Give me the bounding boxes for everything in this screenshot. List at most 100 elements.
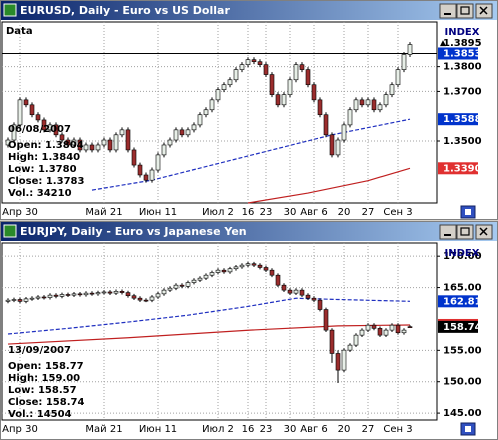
price-arrow (440, 40, 446, 47)
x-tick-label: Апр 30 (2, 424, 38, 435)
candle-body (95, 144, 101, 151)
candle-body (161, 144, 167, 156)
candle-body (89, 292, 95, 295)
x-tick-label: Май 21 (85, 207, 122, 218)
candle-body (89, 144, 95, 151)
candle-body (11, 124, 17, 141)
candle-body (125, 129, 131, 151)
candle-body (155, 154, 161, 171)
title-bar (1, 1, 497, 20)
candle-body (167, 139, 173, 146)
candle-body (143, 299, 149, 302)
candle-body (131, 295, 137, 299)
candle-body (137, 164, 143, 176)
candle-body (71, 139, 77, 146)
candle-body (407, 44, 413, 55)
price-label-box (438, 162, 478, 175)
maximize-glyph (460, 227, 470, 236)
candle-body (227, 79, 233, 86)
x-tick-label: Сен 3 (383, 424, 412, 435)
y-tick-label: 155.00 (443, 345, 482, 356)
x-tick-label: 27 (362, 424, 375, 435)
candle-body (41, 119, 47, 131)
plot-area (1, 21, 438, 204)
maximize-button[interactable] (456, 3, 474, 19)
candle-body (125, 292, 131, 297)
x-tick-label: Авг 6 (300, 207, 328, 218)
candle-body (95, 292, 101, 295)
y-tick-label: 150.00 (443, 377, 482, 388)
minimize-button[interactable] (439, 3, 457, 19)
candle-body (203, 274, 209, 279)
candle-body (119, 291, 125, 293)
candle-body (149, 296, 155, 301)
candle-body (257, 264, 263, 268)
candle-body (251, 263, 257, 266)
candle-body (47, 294, 53, 298)
candle-body (77, 139, 83, 151)
candle-body (305, 69, 311, 86)
candle-body (203, 109, 209, 116)
moving-average (7, 324, 411, 345)
candle-body (5, 139, 11, 146)
candle-body (407, 326, 413, 328)
y-tick-label: 1.3500 (443, 136, 482, 147)
candle-body (395, 324, 401, 334)
candle-body (287, 289, 293, 294)
minimize-button[interactable] (439, 224, 457, 240)
candle-body (83, 144, 89, 151)
candle-body (59, 294, 65, 297)
candle-body (71, 293, 77, 296)
moving-average (247, 167, 411, 204)
x-tick-label: 16 (242, 424, 255, 435)
y-tick-label: 1.3700 (443, 86, 482, 97)
maximize-button[interactable] (456, 224, 474, 240)
candle-body (401, 329, 407, 334)
candle-body (335, 139, 341, 156)
candle-body (65, 294, 71, 296)
x-tick-label: Июн 11 (139, 207, 177, 218)
y-tick-label: 170.00 (443, 251, 482, 262)
candle-body (401, 54, 407, 70)
candle-body (299, 64, 305, 70)
candle-body (227, 268, 233, 273)
x-tick-label: 27 (362, 207, 375, 218)
candle-body (83, 292, 89, 296)
candle-body (383, 94, 389, 106)
x-tick-label: Июн 11 (139, 424, 177, 435)
candle-body (131, 149, 137, 166)
candle-body (353, 99, 359, 111)
price-label: 1.3588 (443, 114, 482, 125)
candle-body (347, 109, 353, 126)
candle-body (197, 277, 203, 281)
candle-body (173, 129, 179, 141)
candle-body (29, 297, 35, 300)
x-tick-label: Май 21 (85, 424, 122, 435)
candle-body (383, 329, 389, 336)
candle-body (395, 69, 401, 86)
x-tick-label: 23 (260, 207, 273, 218)
candle-body (191, 124, 197, 131)
close-glyph (479, 6, 488, 15)
candle-body (113, 134, 119, 151)
window-icon (3, 224, 17, 238)
info-line: Vol.: 14504 (8, 409, 72, 420)
info-line: Open: 158.77 (8, 361, 84, 372)
x-tick-label: 30 (284, 207, 297, 218)
candle-body (221, 269, 227, 273)
window-title: EURJPY, Daily - Euro vs Japanese Yen (20, 225, 247, 238)
candle-body (311, 297, 317, 301)
info-line: Low: 1.3780 (8, 164, 77, 175)
x-tick-label: 20 (338, 207, 351, 218)
candle-body (35, 296, 41, 299)
candle-body (317, 99, 323, 116)
candle-body (365, 324, 371, 331)
candle-body (305, 294, 311, 299)
candle-body (245, 263, 251, 266)
candle-body (359, 329, 365, 336)
candle-body (347, 344, 353, 351)
candle-body (209, 99, 215, 111)
candle-body (389, 324, 395, 331)
scroll-glyph (465, 209, 471, 215)
candle-body (101, 291, 107, 294)
